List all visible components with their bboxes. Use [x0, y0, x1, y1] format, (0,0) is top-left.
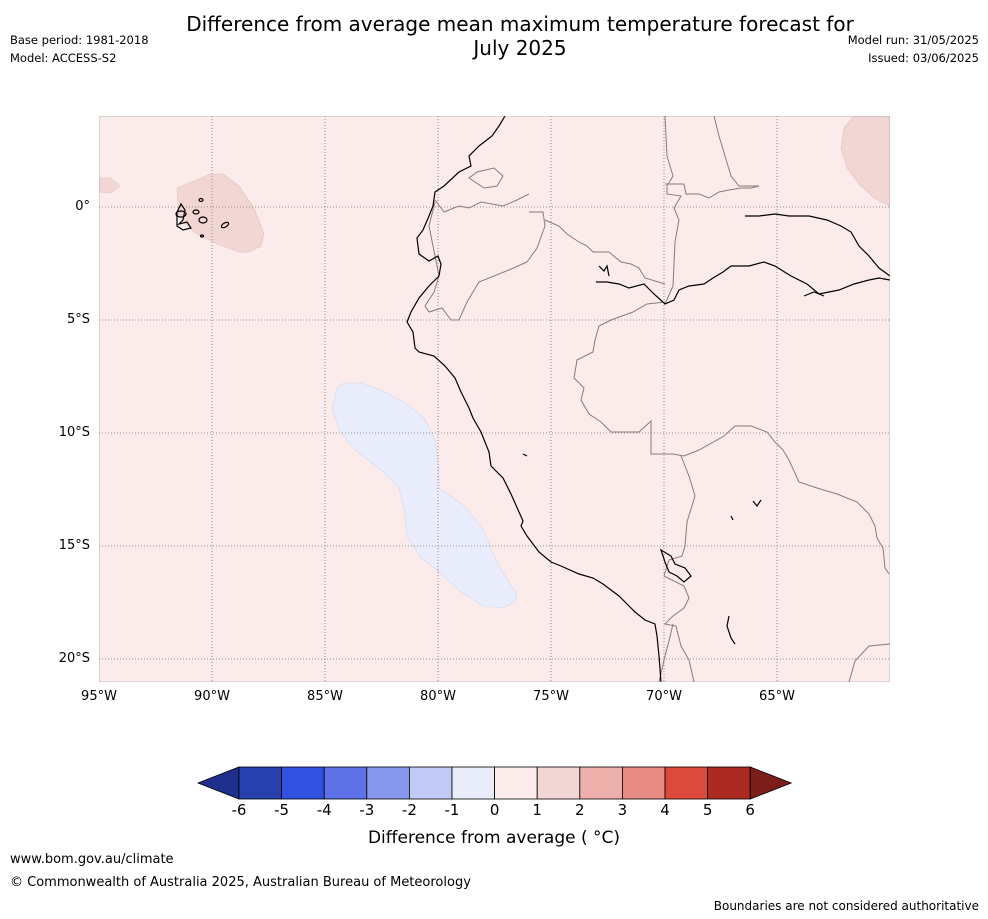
colorbar-tick-label: -6	[231, 801, 247, 819]
lat-label-0: 0°	[75, 199, 90, 214]
colorbar-tick-label: -5	[274, 801, 290, 819]
colorbar-label: Difference from average ( °C)	[367, 828, 621, 848]
colorbar-cell	[408, 766, 453, 800]
galapagos-island	[175, 210, 187, 218]
lon-label-70w: 70°W	[646, 689, 682, 704]
colorbar-tick-label: 2	[575, 801, 585, 819]
warm-anomaly-amazon	[840, 116, 890, 207]
colorbar-cell	[281, 766, 325, 800]
warm-anomaly-west-edge	[99, 177, 121, 194]
colorbar-cell	[707, 766, 751, 800]
lon-label-95w: 95°W	[81, 689, 117, 704]
title-line-1: Difference from average mean maximum tem…	[186, 12, 854, 36]
cool-anomaly-peru-coast	[331, 382, 518, 609]
lon-label-85w: 85°W	[307, 689, 343, 704]
colorbar-tick-label: 1	[532, 801, 542, 819]
model-name: Model: ACCESS-S2	[10, 51, 117, 65]
colorbar-cell	[494, 766, 538, 800]
colorbar-cell	[323, 766, 368, 800]
footer-note: Boundaries are not considered authoritat…	[713, 899, 979, 913]
issued-date: Issued: 03/06/2025	[868, 51, 979, 65]
meta-right: Model run: 31/05/2025 Issued: 03/06/2025	[848, 31, 979, 67]
graticule	[99, 116, 890, 682]
colorbar-cell	[536, 766, 581, 800]
model-run: Model run: 31/05/2025	[847, 33, 979, 47]
country-boundaries	[424, 116, 890, 682]
lon-label-75w: 75°W	[533, 689, 569, 704]
colorbar-tick-label: -1	[444, 801, 460, 819]
footer-url[interactable]: www.bom.gov.au/climate	[10, 852, 174, 867]
meta-left: Base period: 1981-2018 Model: ACCESS-S2	[10, 31, 149, 67]
base-period: Base period: 1981-2018	[10, 33, 149, 47]
lat-label-5s: 5°S	[66, 312, 90, 327]
lat-label-20s: 20°S	[58, 651, 90, 666]
colorbar-cell	[451, 766, 495, 800]
footer-copyright: © Commonwealth of Australia 2025, Austra…	[10, 875, 471, 890]
coastline	[175, 116, 890, 682]
colorbar-cell	[238, 766, 282, 800]
colorbar-cell	[366, 766, 410, 800]
colorbar-extend-high	[749, 766, 793, 800]
colorbar-tick-label: -3	[359, 801, 375, 819]
lat-label-15s: 15°S	[58, 538, 90, 553]
colorbar-tick-label: -4	[316, 801, 332, 819]
lon-label-80w: 80°W	[420, 689, 456, 704]
page-title: Difference from average mean maximum tem…	[150, 12, 890, 60]
colorbar-tick-label: 6	[745, 801, 755, 819]
forecast-map[interactable]	[99, 116, 890, 682]
lon-label-90w: 90°W	[194, 689, 230, 704]
colorbar	[196, 766, 793, 800]
colorbar-cell	[621, 766, 666, 800]
warm-anomaly-galapagos	[176, 173, 265, 253]
title-line-2: July 2025	[473, 36, 567, 60]
colorbar-extend-low	[196, 766, 240, 800]
colorbar-tick-label: -2	[401, 801, 417, 819]
colorbar-cell	[579, 766, 623, 800]
colorbar-tick-label: 3	[617, 801, 628, 819]
colorbar-tick-label: 5	[702, 801, 713, 819]
lon-label-65w: 65°W	[759, 689, 795, 704]
colorbar-cell	[664, 766, 708, 800]
lat-label-10s: 10°S	[58, 425, 90, 440]
colorbar-tick-label: 0	[489, 801, 500, 819]
colorbar-tick-label: 4	[660, 801, 670, 819]
